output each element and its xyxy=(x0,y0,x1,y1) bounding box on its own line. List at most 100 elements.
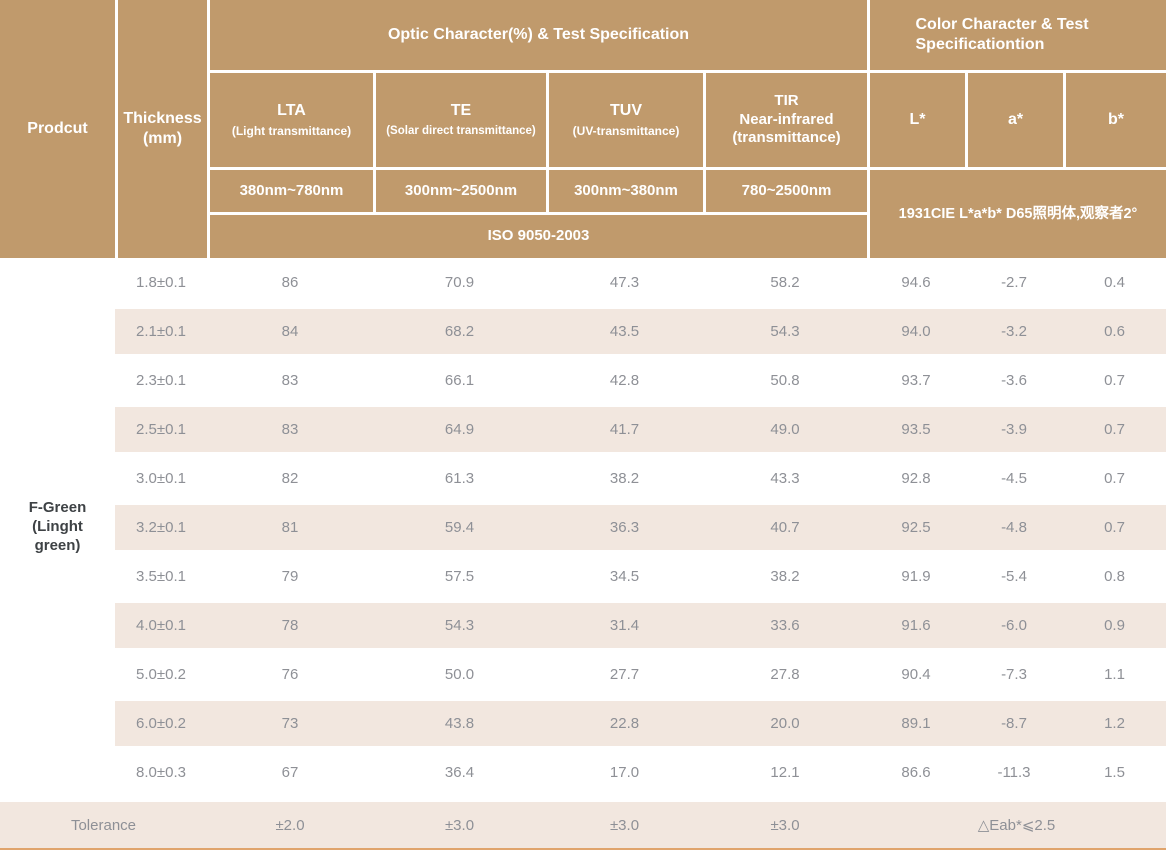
cell-tir: 43.3 xyxy=(703,454,867,503)
col-subtitle: (UV-transmittance) xyxy=(572,124,680,138)
cell-lta: 81 xyxy=(207,503,373,552)
tolerance-lta: ±2.0 xyxy=(207,797,373,848)
cell-bstar: 1.1 xyxy=(1063,650,1166,699)
cell-bstar: 1.5 xyxy=(1063,748,1166,797)
cell-tuv: 17.0 xyxy=(546,748,703,797)
cell-te: 43.8 xyxy=(373,699,546,748)
cell-astar: -3.6 xyxy=(965,356,1063,405)
header-range-tir: 780~2500nm xyxy=(706,170,867,212)
header-col-tuv: TUV (UV-transmittance) xyxy=(549,73,703,167)
col-subtitle: (Solar direct transmittance) xyxy=(386,125,536,138)
cell-tir: 12.1 xyxy=(703,748,867,797)
cell-lta: 79 xyxy=(207,552,373,601)
cell-bstar: 0.9 xyxy=(1063,601,1166,650)
cell-te: 66.1 xyxy=(373,356,546,405)
cell-lstar: 91.9 xyxy=(867,552,965,601)
cell-lta: 73 xyxy=(207,699,373,748)
cell-thickness: 5.0±0.2 xyxy=(115,650,207,699)
product-name: F-Green (Linght green) xyxy=(28,499,87,554)
cell-thickness: 8.0±0.3 xyxy=(115,748,207,797)
col-abbr: TE xyxy=(450,102,472,120)
cell-bstar: 0.7 xyxy=(1063,356,1166,405)
table-body: F-Green (Linght green) 1.8±0.1 86 70.9 4… xyxy=(0,258,1166,850)
cell-bstar: 0.7 xyxy=(1063,405,1166,454)
cell-astar: -5.4 xyxy=(965,552,1063,601)
cell-thickness: 1.8±0.1 xyxy=(115,258,207,307)
header-thickness: Thickness (mm) xyxy=(118,0,207,258)
cell-bstar: 0.8 xyxy=(1063,552,1166,601)
header-col-lstar: L* xyxy=(870,73,965,167)
cell-lta: 82 xyxy=(207,454,373,503)
cell-lta: 76 xyxy=(207,650,373,699)
cell-tir: 33.6 xyxy=(703,601,867,650)
cell-thickness: 2.3±0.1 xyxy=(115,356,207,405)
cell-te: 57.5 xyxy=(373,552,546,601)
cell-astar: -3.2 xyxy=(965,307,1063,356)
cell-lstar: 92.5 xyxy=(867,503,965,552)
cell-te: 68.2 xyxy=(373,307,546,356)
cell-astar: -2.7 xyxy=(965,258,1063,307)
cell-lstar: 94.0 xyxy=(867,307,965,356)
cell-te: 64.9 xyxy=(373,405,546,454)
cell-te: 54.3 xyxy=(373,601,546,650)
header-optic-standard: ISO 9050-2003 xyxy=(210,215,867,258)
cell-tuv: 43.5 xyxy=(546,307,703,356)
cell-bstar: 0.7 xyxy=(1063,454,1166,503)
product-name-cell: F-Green (Linght green) xyxy=(0,258,115,797)
header-optic-group: Optic Character(%) & Test Specification xyxy=(210,0,867,70)
header-range-lta: 380nm~780nm xyxy=(210,170,373,212)
cell-tir: 38.2 xyxy=(703,552,867,601)
header-col-astar: a* xyxy=(968,73,1063,167)
cell-tuv: 38.2 xyxy=(546,454,703,503)
cell-lstar: 90.4 xyxy=(867,650,965,699)
cell-lstar: 93.5 xyxy=(867,405,965,454)
cell-lta: 86 xyxy=(207,258,373,307)
tolerance-color: △Eab*⩽2.5 xyxy=(867,797,1166,848)
cell-thickness: 6.0±0.2 xyxy=(115,699,207,748)
header-product: Prodcut xyxy=(0,0,115,258)
cell-te: 59.4 xyxy=(373,503,546,552)
cell-lta: 83 xyxy=(207,356,373,405)
cell-te: 70.9 xyxy=(373,258,546,307)
header-range-te: 300nm~2500nm xyxy=(376,170,546,212)
col-abbr: TIR xyxy=(774,91,799,109)
header-range-tuv: 300nm~380nm xyxy=(549,170,703,212)
cell-astar: -3.9 xyxy=(965,405,1063,454)
cell-tir: 58.2 xyxy=(703,258,867,307)
cell-te: 50.0 xyxy=(373,650,546,699)
cell-tuv: 42.8 xyxy=(546,356,703,405)
cell-tir: 50.8 xyxy=(703,356,867,405)
header-color-group-label: Color Character & Test Specificationtion xyxy=(915,16,1089,53)
cell-astar: -11.3 xyxy=(965,748,1063,797)
cell-astar: -4.8 xyxy=(965,503,1063,552)
cell-tir: 40.7 xyxy=(703,503,867,552)
header-col-te: TE (Solar direct transmittance) xyxy=(376,73,546,167)
header-col-lta: LTA (Light transmittance) xyxy=(210,73,373,167)
cell-lta: 78 xyxy=(207,601,373,650)
cell-lta: 83 xyxy=(207,405,373,454)
cell-thickness: 3.2±0.1 xyxy=(115,503,207,552)
tolerance-tuv: ±3.0 xyxy=(546,797,703,848)
cell-tir: 49.0 xyxy=(703,405,867,454)
col-abbr: TUV xyxy=(610,102,642,119)
cell-astar: -6.0 xyxy=(965,601,1063,650)
header-color-group: Color Character & Test Specificationtion xyxy=(870,0,1166,70)
cell-lstar: 89.1 xyxy=(867,699,965,748)
header-thickness-label: Thickness (mm) xyxy=(123,110,202,147)
cell-bstar: 0.6 xyxy=(1063,307,1166,356)
cell-astar: -4.5 xyxy=(965,454,1063,503)
cell-thickness: 2.1±0.1 xyxy=(115,307,207,356)
cell-lta: 67 xyxy=(207,748,373,797)
cell-lstar: 93.7 xyxy=(867,356,965,405)
cell-lstar: 86.6 xyxy=(867,748,965,797)
cell-tir: 27.8 xyxy=(703,650,867,699)
cell-tir: 20.0 xyxy=(703,699,867,748)
cell-te: 36.4 xyxy=(373,748,546,797)
cell-te: 61.3 xyxy=(373,454,546,503)
cell-tuv: 27.7 xyxy=(546,650,703,699)
cell-astar: -8.7 xyxy=(965,699,1063,748)
col-abbr: LTA xyxy=(277,102,306,119)
col-subtitle: Near-infrared (transmittance) xyxy=(732,110,841,147)
cell-lstar: 92.8 xyxy=(867,454,965,503)
